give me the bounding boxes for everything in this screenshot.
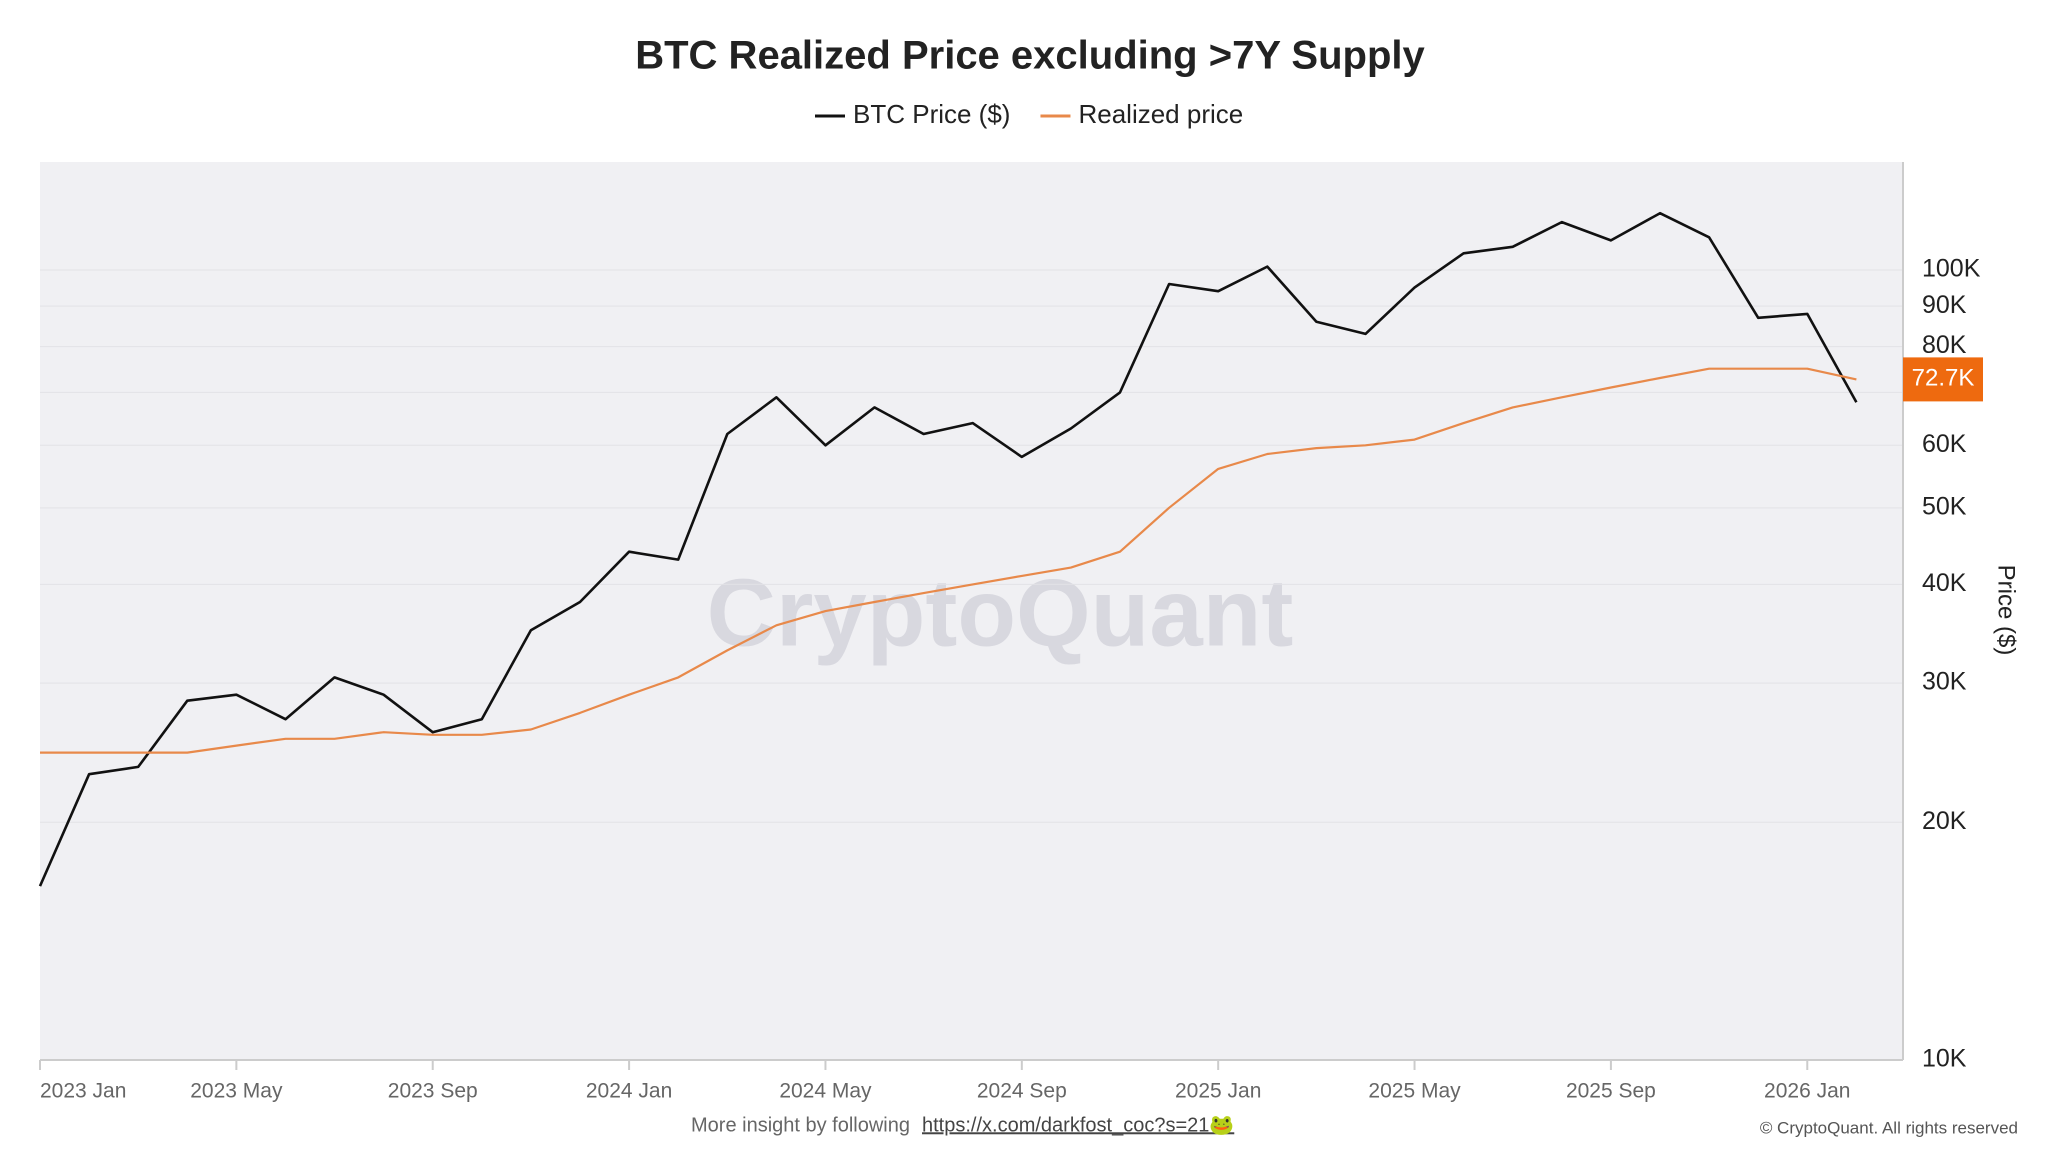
y-tick-label: 60K [1922, 430, 1967, 458]
x-tick-label: 2024 Jan [586, 1080, 672, 1103]
watermark: CryptoQuant [707, 559, 1294, 666]
y-tick-label: 20K [1922, 807, 1967, 835]
series-line [38, 211, 1858, 887]
plot-area [40, 162, 1903, 1060]
x-tick-label: 2025 Sep [1566, 1080, 1656, 1103]
x-tick-label: 2025 May [1368, 1080, 1461, 1103]
footer-link[interactable]: https://x.com/darkfost_coc?s=21🐸 [922, 1114, 1234, 1136]
x-tick-label: 2023 May [190, 1080, 283, 1103]
y-tick-label: 100K [1922, 255, 1981, 283]
x-tick-label: 2023 Jan [40, 1080, 126, 1103]
y-tick-label: 30K [1922, 668, 1967, 696]
y-tick-label: 50K [1922, 492, 1967, 520]
y-tick-label: 10K [1922, 1045, 1967, 1073]
x-tick-label: 2024 May [779, 1080, 872, 1103]
x-tick-label: 2025 Jan [1175, 1080, 1261, 1103]
x-tick-label: 2023 Sep [388, 1080, 478, 1103]
last-value-label: 72.7K [1912, 365, 1975, 392]
x-tick-label: 2026 Jan [1764, 1080, 1850, 1103]
copyright: © CryptoQuant. All rights reserved [1760, 1118, 2018, 1137]
legend-label: Realized price [1078, 99, 1243, 129]
legend-label: BTC Price ($) [853, 99, 1010, 129]
y-axis-label: Price ($) [1993, 565, 2020, 656]
series-line [40, 367, 1857, 754]
x-tick-label: 2024 Sep [977, 1080, 1067, 1103]
footer-text: More insight by following [691, 1114, 910, 1136]
chart-title: BTC Realized Price excluding >7Y Supply [635, 34, 1425, 78]
last-value-badge [1903, 357, 1983, 402]
y-tick-label: 90K [1922, 291, 1967, 319]
y-tick-label: 40K [1922, 569, 1967, 597]
y-tick-label: 80K [1922, 331, 1967, 359]
